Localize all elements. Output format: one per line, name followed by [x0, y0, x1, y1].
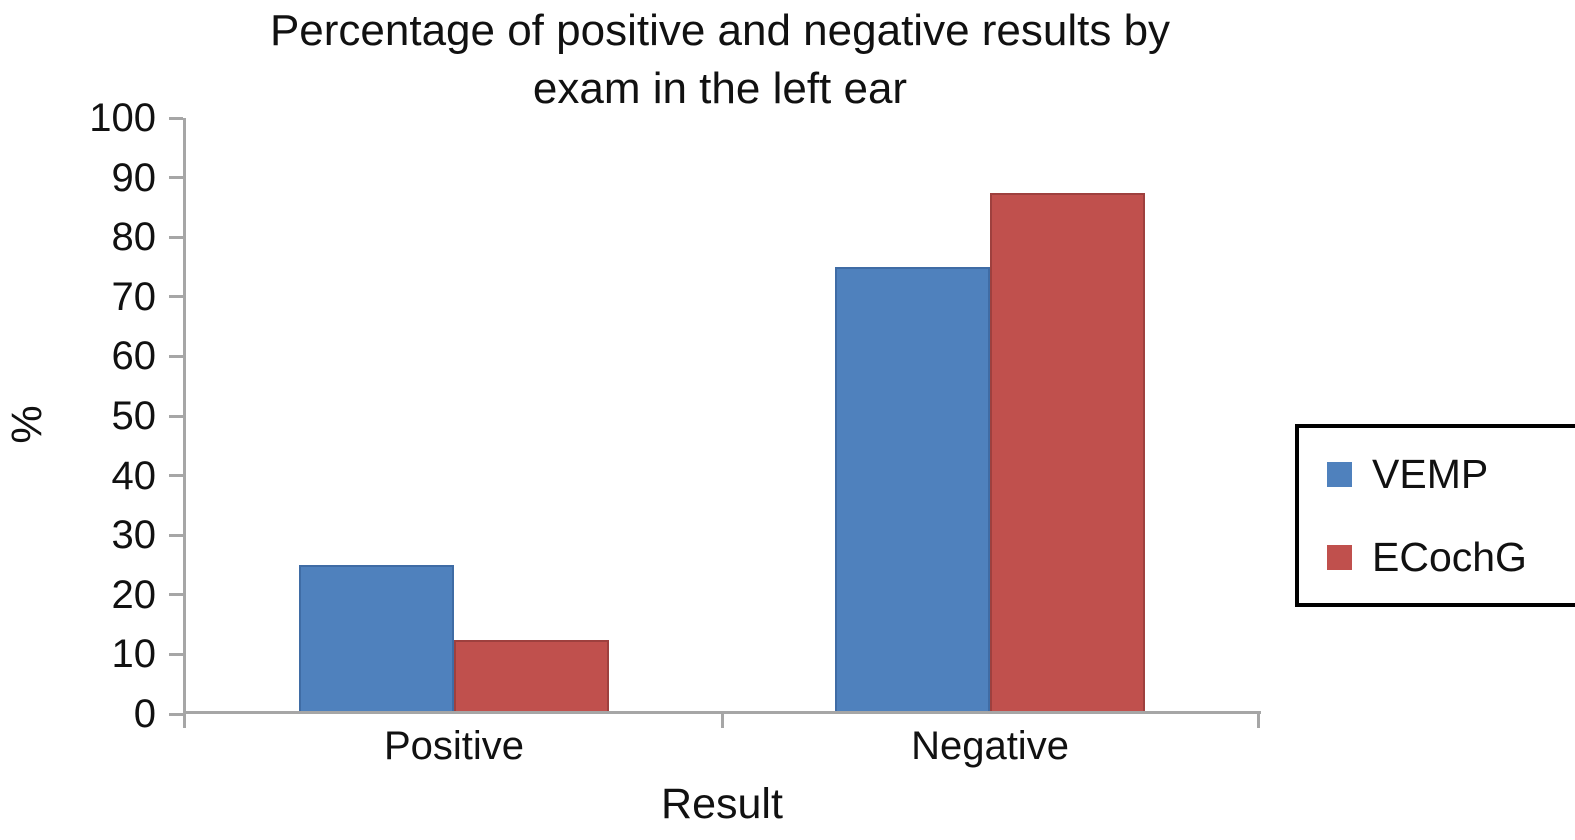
x-tick-1 [720, 714, 724, 728]
legend-item-ecochg: ECochG [1327, 534, 1575, 581]
chart-title-line1: Percentage of positive and negative resu… [269, 6, 1171, 55]
x-axis-label: Result [661, 780, 783, 828]
y-tick-100 [169, 116, 183, 120]
y-tick-20 [169, 593, 183, 597]
y-tick-label-100: 100 [89, 96, 156, 140]
y-tick-label-60: 60 [111, 334, 157, 379]
x-axis-line [183, 711, 1261, 714]
y-tick-label-90: 90 [111, 155, 157, 200]
y-tick-label-80: 80 [111, 215, 157, 260]
bar-ecochg-negative [990, 192, 1145, 714]
x-tick-2 [1256, 714, 1260, 728]
y-tick-label-50: 50 [111, 394, 157, 438]
legend-swatch-ecochg [1327, 544, 1352, 570]
chart-title: Percentage of positive and negative resu… [90, 2, 1350, 118]
y-axis-line [183, 118, 186, 728]
x-category-labels: Positive Negative [186, 724, 1258, 769]
y-tick-80 [169, 235, 183, 239]
y-tick-10 [169, 652, 183, 656]
y-tick-30 [169, 533, 183, 537]
x-category-label-positive: Positive [383, 724, 525, 768]
y-tick-0 [169, 712, 183, 716]
y-tick-label-20: 20 [111, 572, 157, 617]
y-tick-label-10: 10 [111, 632, 157, 677]
y-tick-40 [169, 474, 183, 478]
legend-item-vemp: VEMP [1327, 451, 1575, 498]
bar-ecochg-positive [454, 639, 609, 714]
y-tick-60 [169, 354, 183, 358]
y-tick-label-40: 40 [111, 453, 157, 498]
bar-vemp-negative [835, 267, 990, 714]
y-tick-90 [169, 176, 183, 180]
chart-title-line2: exam in the left ear [532, 64, 908, 113]
legend-swatch-vemp [1327, 461, 1352, 487]
y-tick-label-70: 70 [111, 274, 157, 319]
legend-label-ecochg: ECochG [1372, 533, 1527, 580]
y-tick-label-30: 30 [111, 513, 157, 558]
x-category-label-negative: Negative [911, 724, 1069, 768]
bar-vemp-positive [299, 565, 454, 714]
legend-label-vemp: VEMP [1372, 450, 1489, 497]
y-tick-label-0: 0 [133, 692, 156, 736]
plot-area [169, 116, 1261, 728]
y-tick-50 [169, 414, 183, 418]
legend: VEMP ECochG [1295, 424, 1575, 607]
y-tick-70 [169, 295, 183, 299]
